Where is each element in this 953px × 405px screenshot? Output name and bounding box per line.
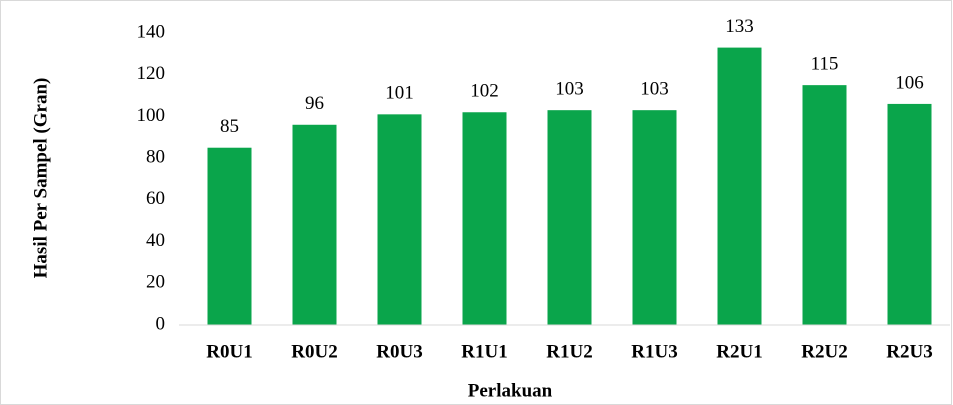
data-label: 103 — [555, 79, 584, 100]
data-label: 103 — [640, 79, 669, 100]
y-axis-title: Hasil Per Sampel (Gran) — [30, 78, 51, 279]
y-tick-label: 20 — [146, 272, 165, 293]
x-tick-label: R0U3 — [376, 341, 422, 362]
x-tick-label: R2U2 — [801, 341, 847, 362]
x-tick-label: R2U3 — [886, 341, 932, 362]
bar — [547, 110, 592, 326]
x-tick-label: R1U1 — [461, 341, 507, 362]
data-label: 133 — [725, 16, 754, 37]
y-tick-label: 40 — [146, 230, 165, 251]
bar — [632, 110, 677, 326]
y-tick-label: 0 — [156, 313, 166, 334]
y-tick-label: 100 — [137, 105, 166, 126]
bar — [802, 85, 847, 326]
x-tick-label: R2U1 — [716, 341, 762, 362]
data-label: 115 — [811, 54, 839, 75]
bar — [887, 103, 932, 326]
bar — [717, 47, 762, 325]
y-tick-label: 140 — [137, 21, 166, 42]
data-label: 85 — [220, 116, 239, 137]
x-tick-label: R0U2 — [291, 341, 337, 362]
bar — [377, 114, 422, 325]
data-label: 102 — [470, 81, 499, 102]
x-tick-label: R1U3 — [631, 341, 677, 362]
bar — [207, 147, 252, 325]
data-label: 96 — [305, 93, 324, 114]
x-axis-title: Perlakuan — [468, 380, 553, 401]
data-label: 101 — [385, 83, 414, 104]
y-tick-label: 60 — [146, 188, 165, 209]
y-tick-label: 80 — [146, 147, 165, 168]
x-tick-label: R1U2 — [546, 341, 592, 362]
bar — [462, 112, 507, 325]
data-label: 106 — [895, 72, 924, 93]
x-tick-label: R0U1 — [206, 341, 252, 362]
bar — [292, 124, 337, 326]
y-tick-label: 120 — [137, 63, 166, 84]
